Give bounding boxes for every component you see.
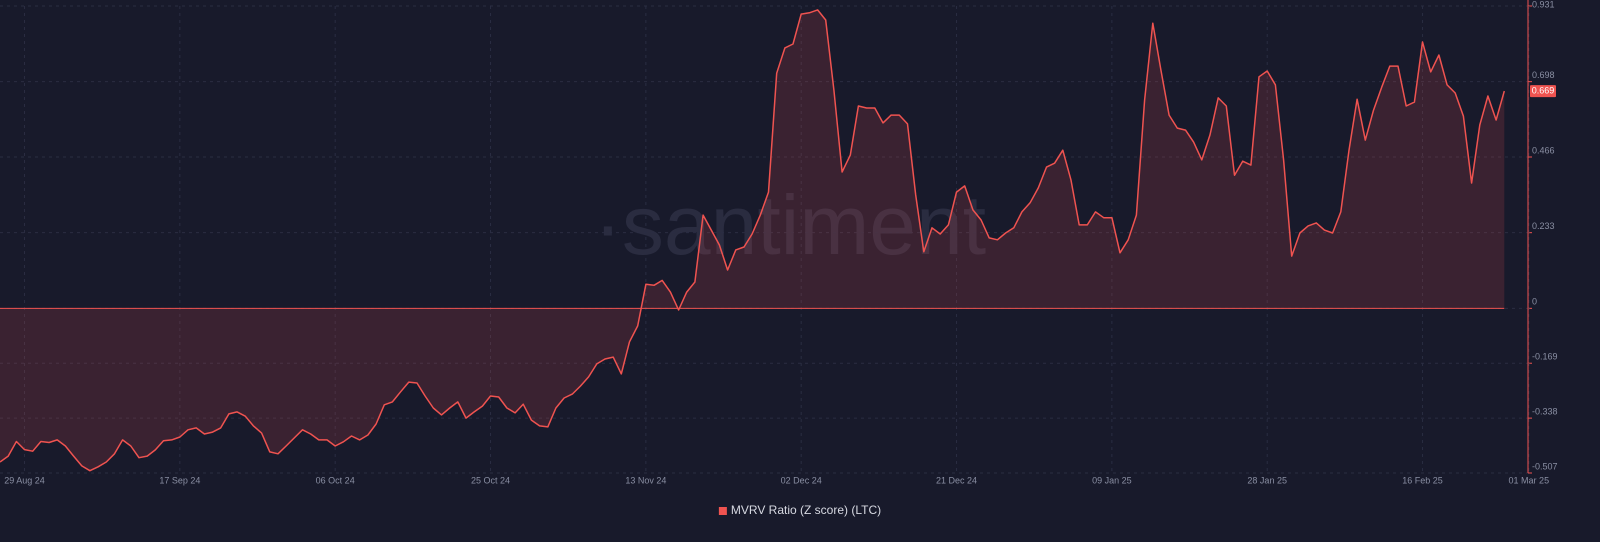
area: [0, 9, 1505, 471]
line: [0, 9, 1506, 472]
last-value-badge: [1530, 85, 1556, 98]
y-tick-label: 0: [1532, 297, 1537, 307]
y-tick-label: 0.233: [1532, 221, 1555, 231]
x-tick-label: 28 Jan 25: [1247, 475, 1287, 485]
x-tick-label: 29 Aug 24: [4, 475, 45, 485]
x-tick-label: 09 Jan 25: [1092, 475, 1132, 485]
x-tick-label: 13 Nov 24: [625, 475, 666, 485]
x-tick-label: 06 Oct 24: [316, 475, 355, 485]
x-tick-label: 02 Dec 24: [781, 475, 822, 485]
y-tick-label: -0.169: [1532, 352, 1558, 362]
y-tick-label: 0.931: [1532, 0, 1555, 9]
x-tick-label: 16 Feb 25: [1402, 475, 1443, 485]
legend-label: MVRV Ratio (Z score) (LTC): [731, 503, 881, 517]
y-tick-label: 0.698: [1532, 70, 1555, 80]
y-tick-label: -0.338: [1532, 406, 1558, 416]
x-tick-label: 01 Mar 25: [1509, 475, 1550, 485]
y-tick-label: -0.507: [1532, 461, 1558, 471]
y-tick-label: 0.466: [1532, 145, 1555, 155]
x-tick-label: 17 Sep 24: [159, 475, 200, 485]
x-tick-label: 25 Oct 24: [471, 475, 510, 485]
x-tick-label: 21 Dec 24: [936, 475, 977, 485]
last-value-label: 0.669: [1532, 85, 1555, 95]
legend-swatch: [718, 507, 727, 515]
legend: MVRV Ratio (Z score) (LTC): [718, 503, 881, 517]
